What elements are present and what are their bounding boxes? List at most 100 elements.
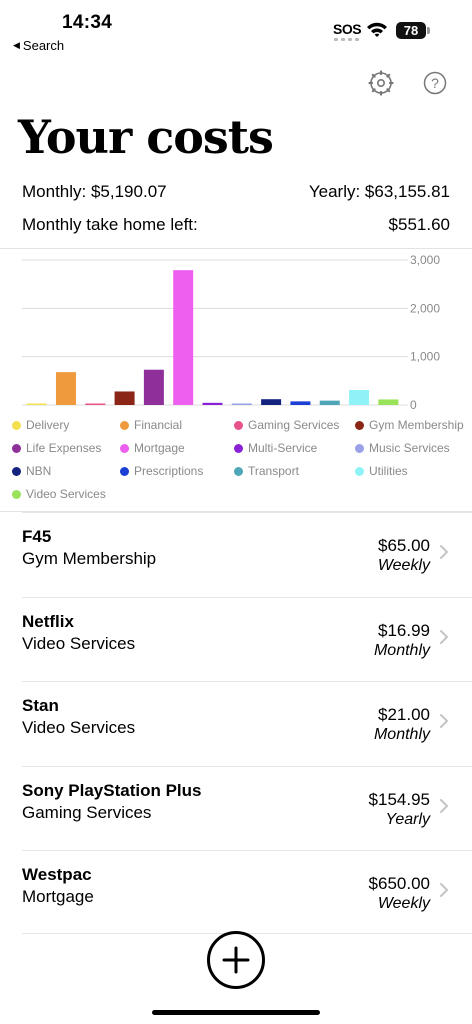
cost-name: Stan xyxy=(22,696,59,715)
legend-label: Gym Membership xyxy=(369,418,464,432)
cost-category: Gaming Services xyxy=(22,802,152,822)
status-time: 14:34 xyxy=(62,12,113,33)
chart-legend: Delivery Financial Gaming Services Gym Memb… xyxy=(12,416,464,503)
chart-bar xyxy=(290,401,311,405)
battery-cap xyxy=(427,27,430,34)
y-tick-label: 0 xyxy=(410,398,417,412)
legend-label: Multi-Service xyxy=(248,441,318,455)
svg-text:?: ? xyxy=(431,75,439,91)
chevron-right-icon xyxy=(440,714,448,728)
legend-item: NBN xyxy=(12,462,120,480)
chart-bar xyxy=(173,270,194,405)
chart-bar xyxy=(85,403,106,405)
legend-label: Utilities xyxy=(369,464,408,478)
legend-divider xyxy=(0,511,472,512)
legend-item: Gaming Services xyxy=(234,416,355,434)
legend-item: Financial xyxy=(120,416,234,434)
cost-list-item[interactable]: Sony PlayStation Plus Gaming Services $154… xyxy=(22,765,472,851)
page-title: Your costs xyxy=(18,110,274,164)
legend-item: Multi-Service xyxy=(234,439,355,457)
gear-icon[interactable] xyxy=(368,70,394,96)
yearly-total: Yearly: $63,155.81 xyxy=(308,182,450,201)
cost-frequency: Monthly xyxy=(373,641,430,659)
legend-dot xyxy=(355,443,364,453)
header-actions: ? xyxy=(368,70,448,96)
legend-item: Utilities xyxy=(355,462,460,480)
take-home-value: $551.60 xyxy=(388,215,450,234)
legend-item: Delivery xyxy=(12,416,120,434)
chevron-right-icon xyxy=(440,545,448,559)
cost-category: Video Services xyxy=(22,633,136,653)
summary-divider xyxy=(0,248,472,249)
legend-dot xyxy=(12,420,21,430)
back-arrow-icon: ◀ xyxy=(13,40,20,50)
cost-amount: $16.99 xyxy=(378,620,430,640)
cost-list: F45 Gym Membership $65.00 Weekly Netflix Vide… xyxy=(0,512,472,935)
question-mark-icon[interactable]: ? xyxy=(422,70,448,96)
legend-dot xyxy=(120,466,129,476)
cost-category: Gym Membership xyxy=(22,549,157,568)
status-bar: 14:34 ◀ Search SOS 78 xyxy=(0,0,472,58)
cost-category: Mortgage xyxy=(22,887,94,906)
legend-item: Gym Membership xyxy=(355,416,464,434)
legend-dot xyxy=(355,466,364,476)
monthly-total: Monthly: $5,190.07 xyxy=(22,182,167,201)
legend-dot xyxy=(12,466,21,476)
chart-svg: 0 1,000 2,000 3,000 xyxy=(22,253,440,412)
legend-label: Delivery xyxy=(26,418,70,432)
cost-amount: $650.00 xyxy=(368,874,430,893)
home-indicator xyxy=(152,1010,320,1015)
legend-item: Mortgage xyxy=(120,439,234,457)
chevron-right-icon xyxy=(440,883,448,897)
cost-amount: $154.95 xyxy=(368,789,430,809)
legend-label: NBN xyxy=(26,464,52,478)
cost-list-item[interactable]: F45 Gym Membership $65.00 Weekly xyxy=(22,512,472,597)
cost-list-item[interactable]: Netflix Video Services $16.99 Monthly xyxy=(22,596,472,682)
legend-dot xyxy=(120,420,129,430)
legend-dot xyxy=(234,466,243,476)
plus-icon xyxy=(222,946,250,974)
legend-dot xyxy=(12,443,21,453)
legend-dot xyxy=(12,489,21,499)
chart-bar xyxy=(261,399,282,405)
cost-frequency: Weekly xyxy=(377,895,430,912)
y-tick-label: 1,000 xyxy=(410,350,440,364)
legend-item: Prescriptions xyxy=(120,462,234,480)
signal-icon xyxy=(334,38,359,41)
legend-dot xyxy=(234,443,243,453)
add-cost-button[interactable] xyxy=(207,931,265,989)
cost-name: F45 xyxy=(22,527,52,546)
battery-icon: 78 xyxy=(396,22,426,39)
chart-bar xyxy=(26,403,47,405)
legend-label: Prescriptions xyxy=(134,464,204,478)
cost-frequency: Weekly xyxy=(377,557,430,574)
cost-name: Netflix xyxy=(22,611,74,631)
legend-label: Mortgage xyxy=(134,441,185,455)
chevron-right-icon xyxy=(440,629,448,644)
cost-frequency: Yearly xyxy=(385,810,430,828)
cost-list-item[interactable]: Westpac Mortgage $650.00 Weekly xyxy=(22,850,472,935)
chart-bar xyxy=(378,399,399,405)
legend-item: Video Services xyxy=(12,485,120,503)
legend-item: Music Services xyxy=(355,439,460,457)
legend-dot xyxy=(120,443,129,453)
legend-label: Transport xyxy=(248,464,299,478)
cost-list-item[interactable]: Stan Video Services $21.00 Monthly xyxy=(22,681,472,766)
cost-amount: $21.00 xyxy=(378,705,430,724)
take-home-row: Monthly take home left: $551.60 xyxy=(22,215,450,235)
chevron-right-icon xyxy=(440,798,448,813)
legend-label: Video Services xyxy=(26,487,106,501)
legend-label: Life Expenses xyxy=(26,441,102,455)
cost-name: Sony PlayStation Plus xyxy=(22,780,202,800)
legend-label: Financial xyxy=(134,418,183,432)
cost-amount: $65.00 xyxy=(378,536,430,555)
y-tick-label: 3,000 xyxy=(410,253,440,267)
cost-category: Video Services xyxy=(22,718,136,737)
legend-label: Music Services xyxy=(369,441,450,455)
back-to-search-link[interactable]: ◀ Search xyxy=(13,38,64,53)
cost-name: Westpac xyxy=(22,865,92,884)
legend-label: Gaming Services xyxy=(248,418,340,432)
chart-bar xyxy=(231,403,252,405)
chart-bar xyxy=(55,372,76,405)
carrier-status: SOS xyxy=(333,21,362,37)
